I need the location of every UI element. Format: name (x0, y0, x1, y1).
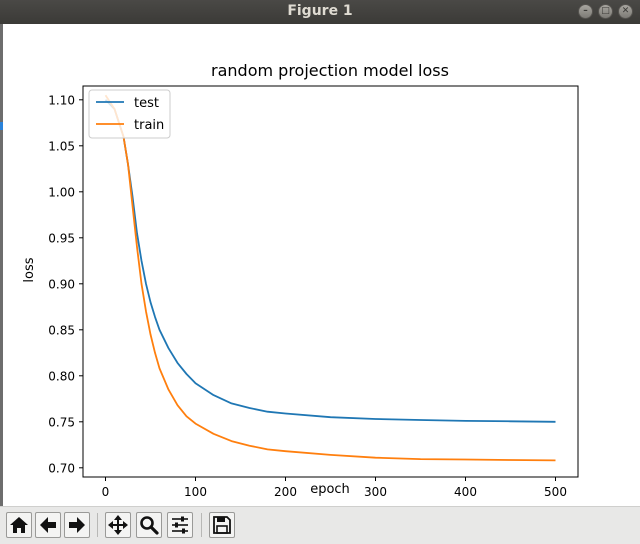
y-tick-label: 1.10 (48, 93, 75, 107)
forward-button[interactable] (64, 512, 90, 538)
y-tick-label: 0.80 (48, 369, 75, 383)
legend-label-train: train (134, 118, 164, 133)
window-edge (0, 24, 3, 506)
move-icon (108, 515, 128, 535)
x-tick-label: 200 (274, 485, 297, 499)
sliders-icon (172, 516, 188, 534)
save-button[interactable] (209, 512, 235, 538)
axes-frame (82, 85, 579, 478)
navigation-toolbar (0, 506, 640, 544)
y-tick-label: 0.75 (48, 415, 75, 429)
x-tick-label: 100 (184, 485, 207, 499)
y-tick-label: 0.95 (48, 231, 75, 245)
arrow-left-icon (40, 517, 56, 533)
x-axis-label: epoch (310, 482, 350, 497)
configure-subplots-button[interactable] (167, 512, 193, 538)
home-icon (10, 517, 28, 533)
legend: test train (88, 89, 171, 139)
home-button[interactable] (6, 512, 32, 538)
close-button[interactable]: ✕ (618, 4, 633, 19)
x-tick-label: 400 (454, 485, 477, 499)
y-tick-label: 0.90 (48, 277, 75, 291)
magnifier-icon (140, 516, 159, 535)
maximize-button[interactable]: □ (598, 4, 613, 19)
chart-title: random projection model loss (211, 61, 449, 80)
x-tick-label: 0 (102, 485, 110, 499)
x-tick-label: 500 (544, 485, 567, 499)
minimize-button[interactable]: – (578, 4, 593, 19)
x-tick-label: 300 (364, 485, 387, 499)
window-titlebar: Figure 1 – □ ✕ (0, 0, 640, 24)
window-title: Figure 1 (287, 3, 353, 19)
series-line-test (104, 99, 556, 423)
chart[interactable]: random projection model loss 0 100 200 300 4… (0, 24, 640, 506)
y-tick-label: 0.85 (48, 323, 75, 337)
y-tick-label: 1.00 (48, 185, 75, 199)
pan-button[interactable] (105, 512, 131, 538)
y-tick-label: 1.05 (48, 139, 75, 153)
floppy-disk-icon (213, 516, 231, 534)
legend-label-test: test (134, 96, 159, 111)
series-line-train (104, 94, 556, 462)
toolbar-separator (201, 513, 202, 537)
y-tick-label: 0.70 (48, 461, 75, 475)
toolbar-separator (97, 513, 98, 537)
zoom-button[interactable] (136, 512, 162, 538)
arrow-right-icon (69, 517, 85, 533)
y-axis-label: loss (22, 257, 37, 282)
back-button[interactable] (35, 512, 61, 538)
